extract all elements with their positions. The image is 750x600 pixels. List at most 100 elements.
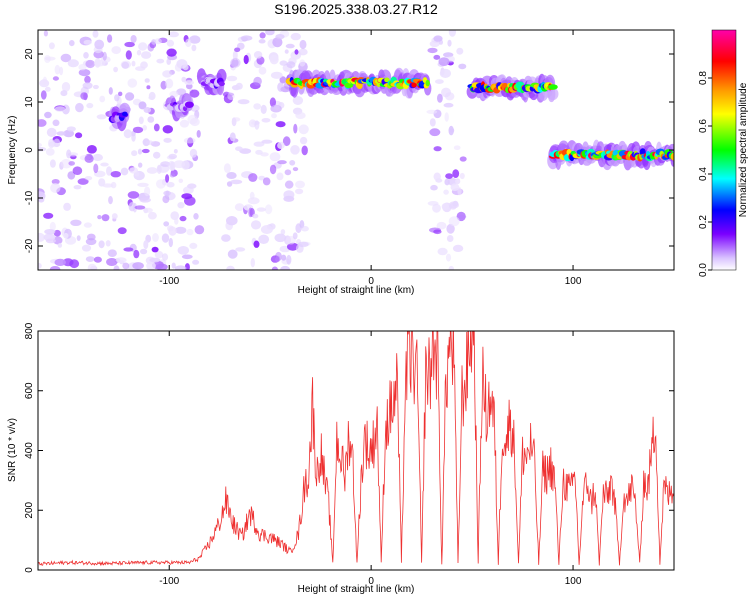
noise-blob — [298, 124, 309, 135]
noise-blob — [45, 148, 55, 156]
noise-blob — [439, 68, 451, 78]
noise-blob — [448, 30, 456, 37]
noise-blob — [299, 59, 306, 67]
noise-blob — [154, 38, 162, 45]
noise-blob — [176, 59, 188, 69]
noise-blob — [48, 138, 55, 149]
noise-blob — [230, 57, 241, 68]
noise-blob — [445, 92, 455, 101]
noise-blob — [290, 145, 300, 155]
noise-blob — [300, 225, 309, 232]
noise-blob — [444, 112, 449, 122]
noise-blob — [444, 178, 450, 186]
noise-blob — [253, 141, 265, 147]
noise-blob — [448, 265, 454, 270]
noise-blob — [253, 103, 262, 110]
snr-panel: -100 0 100 0 200 400 600 800 Height of straight… — [7, 322, 675, 595]
noise-blob — [448, 125, 454, 136]
noise-blob — [83, 52, 89, 59]
noise-blob — [147, 211, 157, 220]
noise-blob — [194, 225, 205, 235]
colorbar-tick-label: 0.8 — [698, 71, 709, 85]
noise-blob — [151, 246, 159, 253]
x-tick-label: 100 — [565, 276, 582, 287]
noise-blob — [190, 117, 200, 127]
noise-blob — [433, 54, 441, 60]
noise-blob — [174, 265, 187, 270]
noise-blob — [99, 95, 106, 103]
noise-blob — [61, 82, 71, 92]
noise-blob — [298, 48, 308, 56]
noise-blob — [49, 221, 56, 231]
ridge-core — [425, 79, 430, 87]
noise-blob — [122, 262, 130, 270]
noise-blob — [43, 212, 54, 219]
noise-blob — [269, 164, 277, 175]
noise-blob — [49, 266, 61, 270]
noise-blob — [435, 79, 444, 84]
noise-blob — [94, 58, 101, 68]
noise-blob — [438, 57, 450, 66]
noise-blob — [272, 37, 283, 48]
noise-blob — [60, 90, 68, 97]
noise-blob — [281, 254, 287, 261]
noise-blob — [38, 119, 47, 127]
noise-blob — [456, 47, 464, 55]
x-tick-label: 100 — [565, 576, 582, 587]
noise-blob — [253, 240, 260, 248]
noise-blob — [178, 178, 184, 183]
noise-blob — [75, 132, 83, 139]
noise-blob — [295, 188, 304, 195]
noise-blob — [146, 167, 158, 174]
noise-blob — [166, 39, 175, 47]
noise-blob — [92, 84, 99, 90]
noise-blob — [299, 136, 308, 145]
noise-blob — [189, 242, 198, 249]
noise-blob — [458, 63, 467, 70]
x-tick-label: -100 — [159, 576, 179, 587]
noise-blob — [284, 180, 294, 189]
noise-blob — [63, 129, 75, 138]
colorbar: 0.0 0.2 0.4 0.6 0.8 Normalized spectral ampl… — [698, 29, 749, 277]
noise-blob — [153, 151, 161, 159]
y-tick-label: 200 — [24, 501, 35, 518]
noise-blob — [115, 257, 127, 263]
noise-blob — [160, 161, 171, 167]
noise-blob — [252, 213, 259, 219]
noise-blob — [97, 215, 102, 220]
noise-blob — [264, 204, 273, 215]
noise-blob — [68, 161, 75, 166]
noise-blob — [144, 186, 151, 197]
noise-blob — [125, 92, 135, 101]
noise-blob — [285, 43, 295, 49]
noise-blob — [227, 92, 235, 100]
noise-blob — [196, 130, 201, 138]
noise-blob — [168, 226, 177, 236]
noise-blob — [169, 173, 176, 178]
noise-blob — [140, 61, 148, 69]
noise-blob — [93, 256, 102, 263]
noise-blob — [66, 126, 76, 132]
noise-blob — [139, 197, 151, 203]
noise-blob — [292, 96, 304, 105]
noise-blob — [148, 91, 156, 101]
noise-blob — [83, 222, 92, 228]
noise-blob — [445, 173, 453, 180]
spectrogram-xlabel: Height of straight line (km) — [298, 285, 415, 296]
noise-blob — [226, 265, 235, 270]
noise-blob — [426, 109, 438, 114]
noise-blob — [50, 183, 61, 193]
noise-blob — [156, 164, 162, 174]
ridge-core — [184, 101, 194, 108]
colorbar-label: Normalized spectral amplitude — [738, 82, 749, 217]
noise-blob — [283, 190, 295, 200]
noise-blob — [137, 182, 149, 187]
noise-blob — [249, 191, 255, 200]
noise-blob — [433, 229, 442, 235]
noise-blob — [108, 196, 113, 205]
noise-blob — [253, 76, 262, 86]
snr-xlabel: Height of straight line (km) — [298, 584, 415, 595]
noise-blob — [176, 88, 187, 96]
noise-blob — [284, 49, 289, 54]
